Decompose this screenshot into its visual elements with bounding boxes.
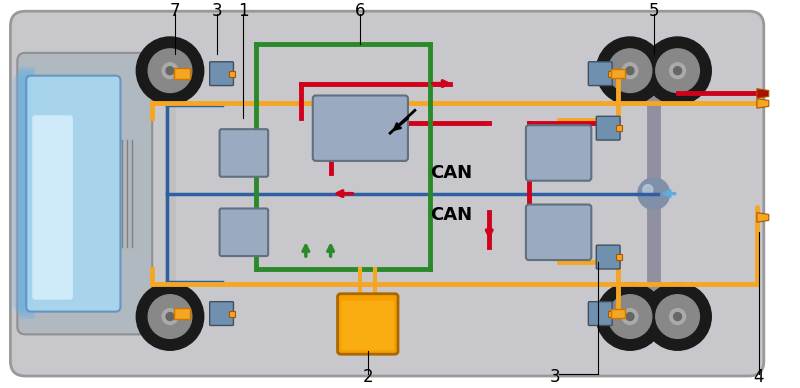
FancyBboxPatch shape bbox=[10, 11, 764, 376]
Text: 3: 3 bbox=[211, 2, 222, 20]
Polygon shape bbox=[757, 89, 769, 98]
Circle shape bbox=[622, 63, 638, 79]
Circle shape bbox=[656, 49, 699, 92]
Circle shape bbox=[148, 49, 192, 92]
Bar bbox=[230, 71, 235, 77]
Bar bbox=[230, 310, 235, 317]
FancyBboxPatch shape bbox=[15, 73, 31, 313]
Bar bbox=[174, 68, 190, 79]
FancyBboxPatch shape bbox=[338, 294, 398, 354]
Circle shape bbox=[596, 37, 664, 104]
Circle shape bbox=[136, 283, 204, 350]
FancyBboxPatch shape bbox=[14, 76, 30, 310]
Text: 7: 7 bbox=[170, 2, 180, 20]
Circle shape bbox=[670, 63, 686, 79]
FancyBboxPatch shape bbox=[219, 129, 268, 177]
Bar bbox=[616, 254, 622, 260]
Text: CAN: CAN bbox=[430, 206, 472, 224]
Circle shape bbox=[608, 295, 652, 338]
FancyBboxPatch shape bbox=[11, 79, 27, 307]
FancyBboxPatch shape bbox=[210, 62, 234, 86]
Circle shape bbox=[638, 178, 670, 210]
Text: 6: 6 bbox=[355, 2, 366, 20]
FancyBboxPatch shape bbox=[219, 208, 268, 256]
Circle shape bbox=[626, 313, 634, 320]
FancyBboxPatch shape bbox=[19, 67, 35, 319]
Polygon shape bbox=[757, 213, 769, 222]
Circle shape bbox=[626, 67, 634, 74]
FancyBboxPatch shape bbox=[18, 53, 152, 334]
Circle shape bbox=[162, 308, 178, 324]
Text: CAN: CAN bbox=[430, 164, 472, 182]
Circle shape bbox=[656, 295, 699, 338]
Circle shape bbox=[166, 67, 174, 74]
Text: 5: 5 bbox=[649, 2, 659, 20]
Circle shape bbox=[644, 37, 711, 104]
FancyBboxPatch shape bbox=[588, 301, 612, 326]
Text: 3: 3 bbox=[550, 368, 560, 386]
FancyBboxPatch shape bbox=[18, 70, 34, 315]
Circle shape bbox=[674, 67, 682, 74]
Text: 4: 4 bbox=[754, 368, 764, 386]
Circle shape bbox=[644, 283, 711, 350]
Circle shape bbox=[674, 313, 682, 320]
FancyBboxPatch shape bbox=[526, 125, 591, 181]
FancyBboxPatch shape bbox=[526, 204, 591, 260]
Bar bbox=[608, 71, 614, 77]
Circle shape bbox=[622, 308, 638, 324]
FancyBboxPatch shape bbox=[596, 116, 620, 140]
Text: 1: 1 bbox=[238, 2, 249, 20]
Circle shape bbox=[148, 295, 192, 338]
FancyBboxPatch shape bbox=[313, 95, 408, 161]
Circle shape bbox=[162, 63, 178, 79]
Bar bbox=[616, 125, 622, 131]
FancyBboxPatch shape bbox=[596, 245, 620, 269]
Text: 2: 2 bbox=[363, 368, 374, 386]
FancyBboxPatch shape bbox=[32, 115, 73, 300]
Polygon shape bbox=[757, 99, 769, 108]
Circle shape bbox=[670, 308, 686, 324]
Circle shape bbox=[166, 313, 174, 320]
Bar bbox=[608, 310, 614, 317]
Bar bbox=[174, 308, 190, 319]
FancyBboxPatch shape bbox=[342, 301, 394, 350]
Circle shape bbox=[608, 49, 652, 92]
Circle shape bbox=[136, 37, 204, 104]
FancyBboxPatch shape bbox=[210, 301, 234, 326]
FancyBboxPatch shape bbox=[26, 76, 121, 312]
Circle shape bbox=[643, 185, 653, 195]
Bar bbox=[611, 309, 625, 318]
Circle shape bbox=[596, 283, 664, 350]
FancyBboxPatch shape bbox=[588, 62, 612, 86]
Bar bbox=[611, 69, 625, 78]
